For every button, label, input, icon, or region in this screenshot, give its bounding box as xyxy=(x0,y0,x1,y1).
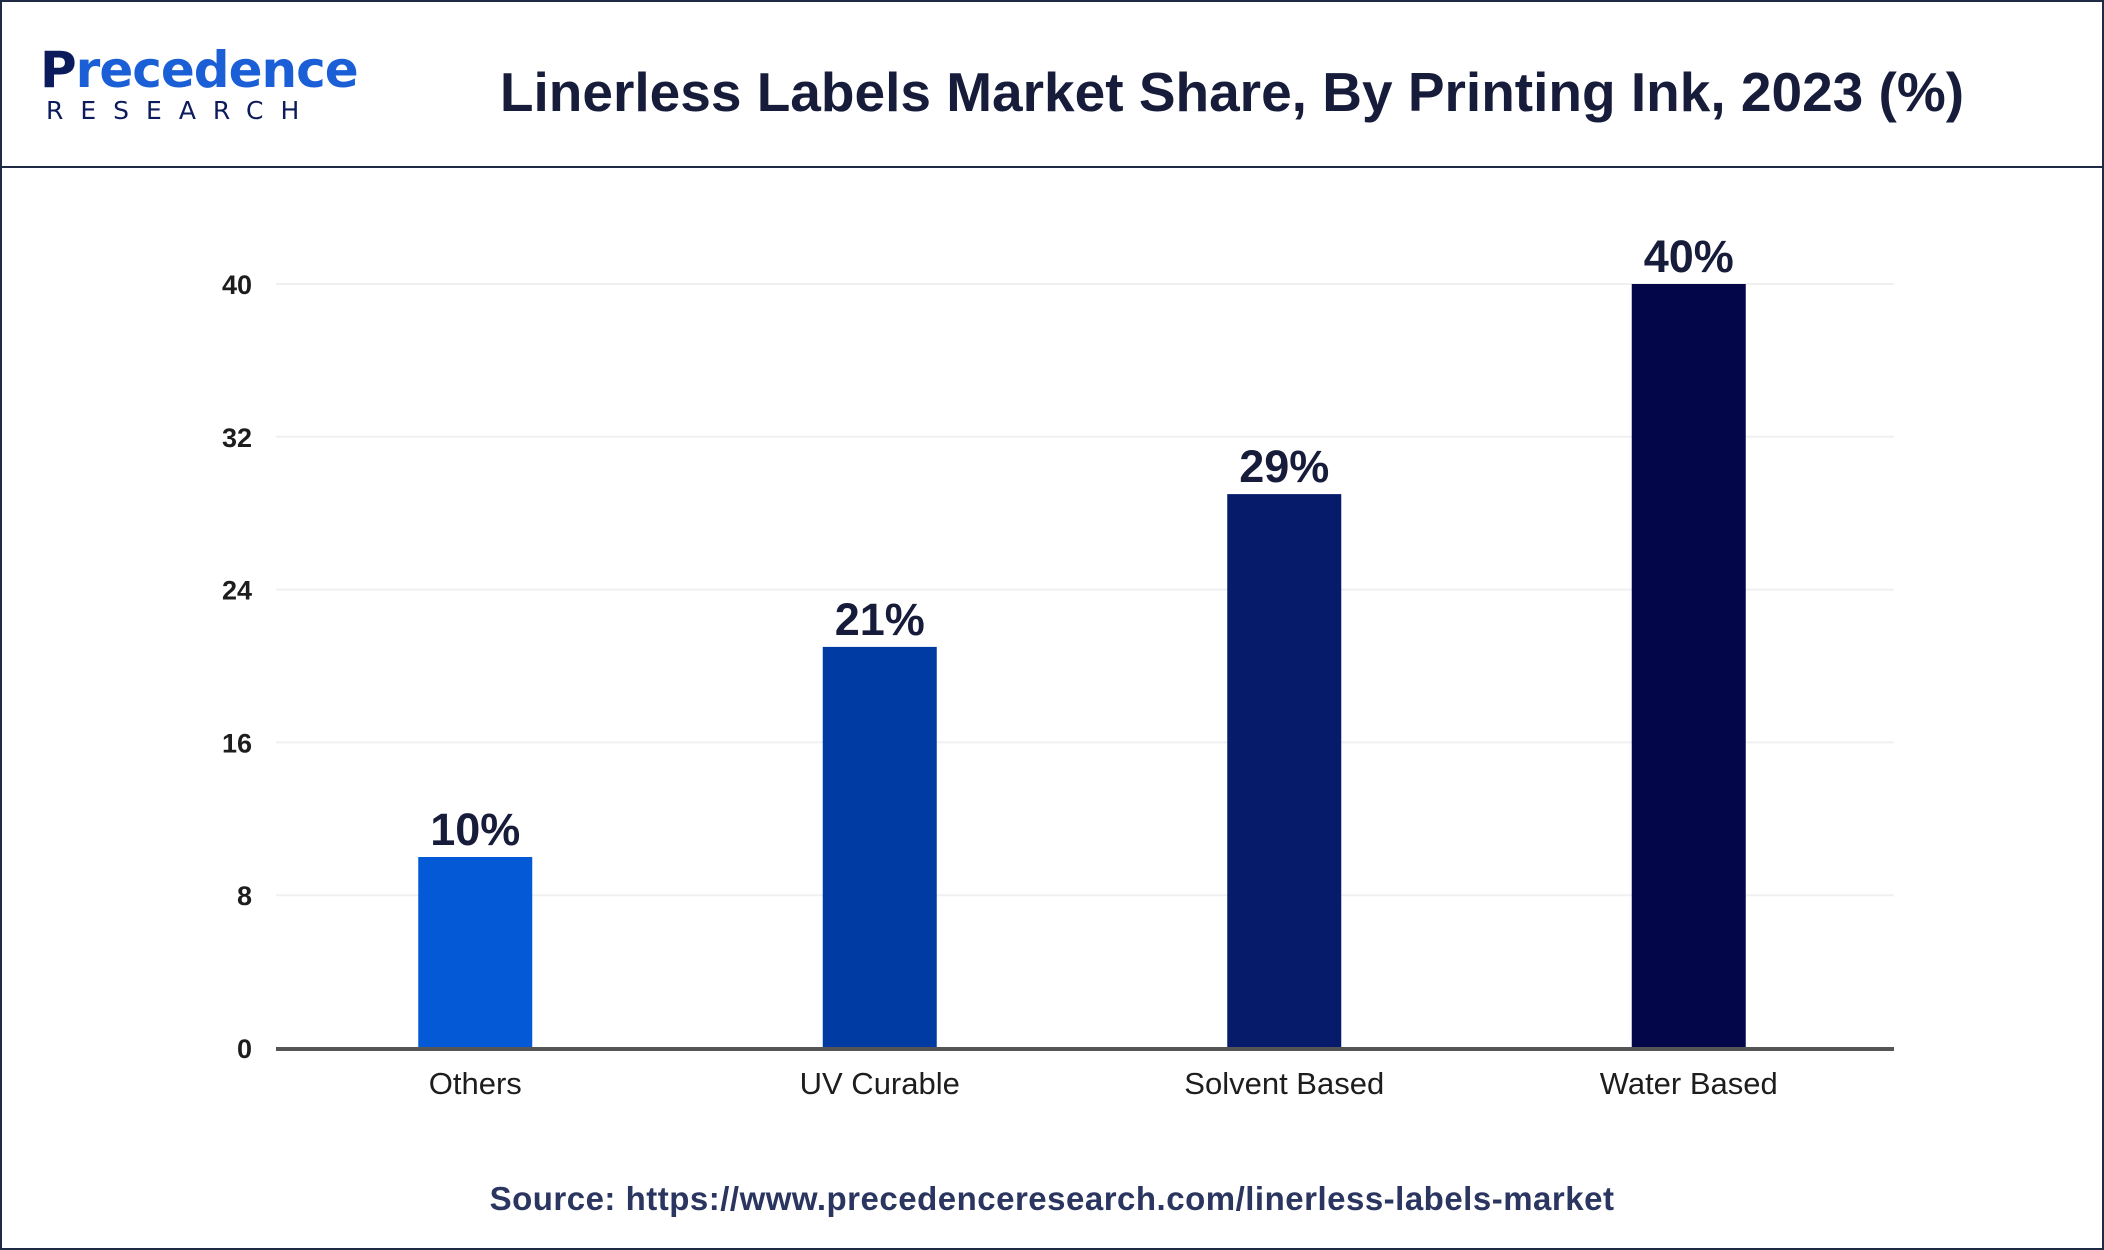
y-tick-label: 16 xyxy=(222,728,252,758)
logo-subtitle: RESEARCH xyxy=(46,96,317,125)
chart-title: Linerless Labels Market Share, By Printi… xyxy=(499,61,1965,123)
gridlines xyxy=(276,283,1894,897)
x-tick-label: Others xyxy=(429,1066,522,1101)
data-label: 21% xyxy=(835,594,925,645)
bars xyxy=(418,284,1746,1049)
logo: Precedence RESEARCH xyxy=(40,40,359,130)
bar-others xyxy=(418,857,533,1048)
bar-water-based xyxy=(1631,284,1746,1048)
x-tick-label: UV Curable xyxy=(800,1066,960,1101)
y-tick-label: 32 xyxy=(222,423,252,453)
y-tick-label: 24 xyxy=(222,576,252,606)
data-label: 40% xyxy=(1644,231,1734,282)
x-tick-label: Water Based xyxy=(1600,1066,1778,1101)
header: Precedence RESEARCH Linerless Labels Mar… xyxy=(2,2,2102,168)
source-note: Source: https://www.precedenceresearch.c… xyxy=(489,1180,1615,1217)
y-tick-label: 40 xyxy=(222,270,252,300)
y-tick-label: 0 xyxy=(237,1034,252,1064)
logo-wordmark: Precedence xyxy=(40,41,359,99)
y-tick-label: 8 xyxy=(237,881,252,911)
x-axis-categories: Others UV Curable Solvent Based Water Based xyxy=(429,1066,1778,1101)
bar-uv-curable xyxy=(822,646,937,1048)
x-tick-label: Solvent Based xyxy=(1184,1066,1384,1101)
y-axis-ticks: 0 8 16 24 32 40 xyxy=(222,270,252,1064)
data-labels: 10% 21% 29% 40% xyxy=(430,231,1734,855)
bar-chart: 0 8 16 24 32 40 10% 21% 29% 40% Others UV Curable… xyxy=(222,231,1894,1101)
data-label: 10% xyxy=(430,804,520,855)
data-label: 29% xyxy=(1239,441,1329,492)
bar-solvent-based xyxy=(1227,494,1342,1049)
